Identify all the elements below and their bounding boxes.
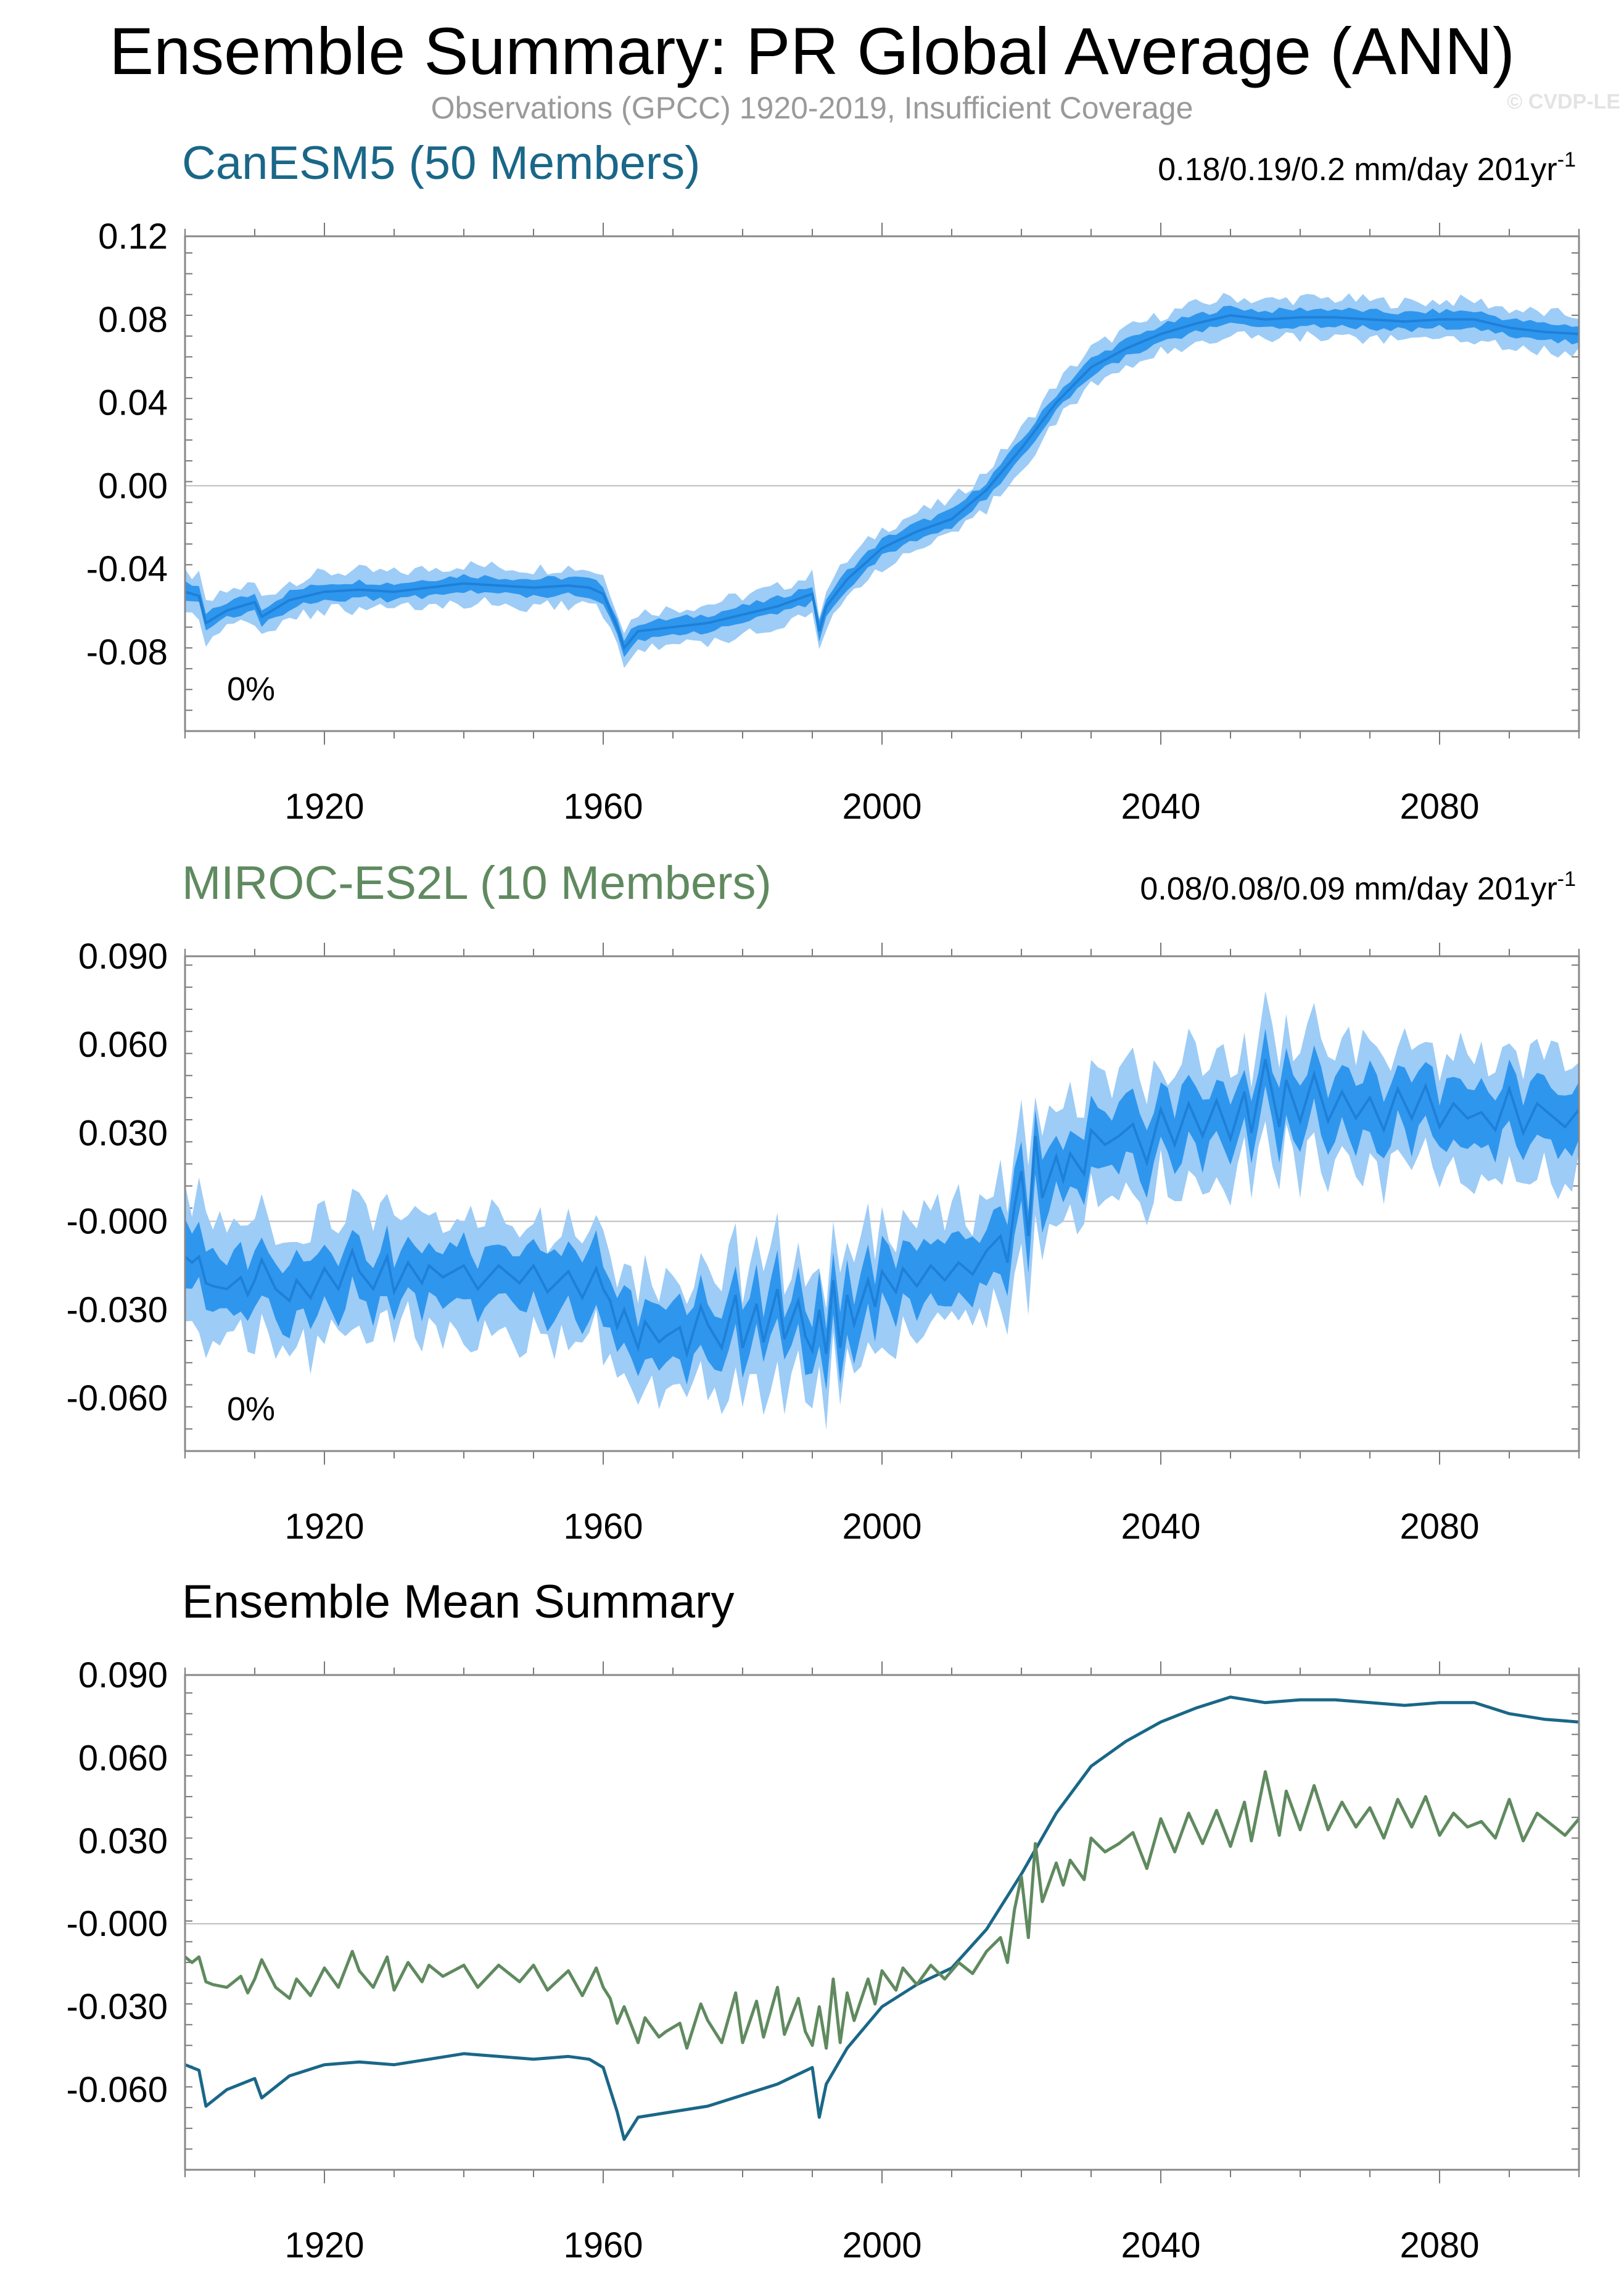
y-tick-label: 0.030: [78, 1821, 168, 1861]
x-tick-label: 1920: [284, 2225, 364, 2265]
panel-miroc: MIROC-ES2L (10 Members) 0.08/0.08/0.09 m…: [67, 857, 1580, 1547]
x-tick-label: 1960: [563, 787, 643, 827]
canesm5-mean-line: [184, 1695, 1580, 2141]
panel-miroc-plot: [184, 991, 1580, 1430]
copyright-watermark: © CVDP-LE: [1507, 90, 1620, 114]
panel-summary: Ensemble Mean Summary -0.060 -0.030 -0.000…: [67, 1576, 1580, 2265]
x-tick-label: 2000: [842, 787, 921, 827]
y-tick-label: 0.12: [98, 217, 168, 257]
panel-summary-frame: [184, 1674, 1580, 2171]
x-tick-label: 1920: [284, 787, 364, 827]
spread-band-outer: [185, 292, 1579, 668]
panel-miroc-percent: 0%: [227, 1391, 275, 1428]
panel-canesm5: CanESM5 (50 Members) 0.18/0.19/0.2 mm/da…: [86, 137, 1580, 827]
x-tick-label: 2080: [1399, 2225, 1479, 2265]
y-tick-label: -0.08: [86, 632, 168, 672]
panel-canesm5-trend: 0.18/0.19/0.2 mm/day 201yr-1: [1158, 148, 1576, 188]
ensemble-mean-line: [184, 314, 1580, 651]
y-tick-label: 0.060: [78, 1738, 168, 1778]
ensemble-mean-line: [184, 1059, 1580, 1359]
x-tick-label: 1960: [563, 1507, 643, 1547]
y-tick-label: 0.08: [98, 300, 168, 340]
y-tick-label: -0.000: [67, 1202, 168, 1242]
x-tick-label: 1960: [563, 2225, 643, 2265]
panel-canesm5-yaxis: -0.08 -0.04 0.00 0.04 0.08 0.12: [86, 217, 1579, 732]
panel-canesm5-plot: [184, 292, 1580, 668]
panel-summary-title: Ensemble Mean Summary: [182, 1576, 734, 1628]
x-tick-label: 2040: [1121, 1507, 1200, 1547]
panel-canesm5-title: CanESM5 (50 Members): [182, 137, 701, 189]
spread-band-outer: [185, 991, 1579, 1430]
y-tick-label: -0.060: [67, 2070, 168, 2110]
x-tick-label: 1920: [284, 1507, 364, 1547]
x-tick-label: 2080: [1399, 787, 1479, 827]
panel-summary-yaxis: -0.060 -0.030 -0.000 0.030 0.060 0.090: [67, 1655, 1579, 2170]
y-tick-label: -0.000: [67, 1904, 168, 1944]
y-tick-label: 0.060: [78, 1025, 168, 1065]
x-tick-label: 2040: [1121, 787, 1200, 827]
panel-miroc-trend: 0.08/0.08/0.09 mm/day 201yr-1: [1140, 867, 1576, 907]
x-tick-label: 2040: [1121, 2225, 1200, 2265]
y-tick-label: -0.030: [67, 1987, 168, 2027]
x-tick-label: 2000: [842, 1507, 921, 1547]
y-tick-label: -0.060: [67, 1378, 168, 1418]
y-tick-label: -0.04: [86, 549, 168, 589]
y-tick-label: 0.00: [98, 466, 168, 506]
panel-canesm5-percent: 0%: [227, 671, 275, 708]
panel-miroc-frame: [184, 955, 1580, 1452]
y-tick-label: 0.090: [78, 1655, 168, 1695]
y-tick-label: 0.090: [78, 937, 168, 977]
x-tick-label: 2000: [842, 2225, 921, 2265]
spread-band-inner: [185, 1028, 1579, 1390]
panel-summary-xaxis: 1920 1960 2000 2040 2080: [184, 1661, 1580, 2265]
x-tick-label: 2080: [1399, 1507, 1479, 1547]
y-tick-label: 0.04: [98, 383, 168, 423]
y-tick-label: -0.030: [67, 1290, 168, 1330]
panel-canesm5-frame: [184, 235, 1580, 732]
panel-summary-plot: [184, 1695, 1580, 2141]
panel-miroc-title: MIROC-ES2L (10 Members): [182, 857, 772, 909]
panel-canesm5-xaxis: 1920 1960 2000 2040 2080: [184, 223, 1580, 827]
panel-miroc-xaxis: 1920 1960 2000 2040 2080: [184, 943, 1580, 1547]
figure-title: Ensemble Summary: PR Global Average (ANN…: [109, 14, 1515, 88]
miroc-mean-line: [184, 1770, 1580, 2050]
y-tick-label: 0.030: [78, 1113, 168, 1153]
figure-subtitle: Observations (GPCC) 1920-2019, Insuffici…: [431, 91, 1193, 125]
